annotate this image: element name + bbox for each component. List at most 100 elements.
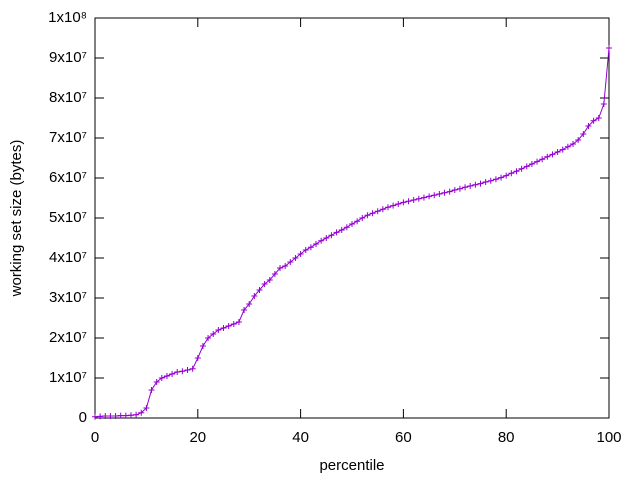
point-marker	[158, 375, 165, 381]
point-marker	[323, 235, 330, 241]
y-tick-label: 7x10⁷	[49, 129, 87, 146]
point-marker	[441, 189, 448, 196]
point-marker	[498, 174, 505, 181]
point-marker	[133, 411, 140, 418]
x-tick-label: 100	[596, 429, 621, 446]
point-marker	[97, 413, 104, 420]
point-marker	[354, 218, 361, 225]
point-marker	[462, 184, 469, 191]
point-marker	[230, 321, 237, 327]
point-marker	[431, 192, 438, 199]
y-tick-label: 6x10⁷	[49, 169, 87, 186]
point-marker	[102, 413, 109, 419]
point-marker	[410, 197, 417, 203]
point-marker	[215, 327, 222, 333]
point-marker	[564, 143, 571, 150]
point-marker	[446, 188, 453, 195]
point-marker	[570, 141, 577, 147]
point-marker	[271, 271, 278, 277]
y-tick-label: 5x10⁷	[49, 209, 87, 226]
point-marker	[169, 371, 176, 377]
point-marker	[518, 165, 525, 172]
point-marker	[143, 405, 150, 411]
point-marker	[205, 335, 212, 341]
point-marker	[420, 194, 427, 201]
point-marker	[374, 208, 381, 215]
point-marker	[307, 244, 314, 251]
point-marker	[287, 259, 294, 265]
point-marker	[477, 180, 484, 187]
point-marker	[554, 149, 561, 155]
point-marker	[390, 202, 397, 209]
point-marker	[179, 368, 186, 375]
point-marker	[379, 206, 386, 213]
point-marker	[349, 221, 355, 227]
point-marker	[595, 115, 602, 121]
y-tick-label: 9x10⁷	[49, 49, 87, 66]
point-marker	[559, 146, 566, 153]
point-marker	[122, 412, 129, 419]
point-marker	[575, 137, 582, 143]
x-tick-label: 80	[498, 429, 515, 446]
point-marker	[277, 265, 284, 271]
point-marker	[251, 293, 258, 299]
y-tick-label: 8x10⁷	[49, 89, 87, 106]
point-marker	[606, 45, 612, 51]
point-marker	[343, 224, 350, 231]
point-marker	[313, 241, 320, 247]
y-tick-label: 1x10⁸	[48, 9, 87, 26]
x-tick-label: 40	[292, 429, 309, 446]
point-marker	[549, 151, 556, 158]
point-marker	[174, 369, 181, 375]
point-marker	[163, 373, 170, 379]
point-marker	[194, 355, 201, 361]
point-marker	[359, 215, 366, 221]
y-tick-label: 0	[79, 409, 87, 426]
point-marker	[364, 212, 371, 219]
point-marker	[235, 319, 242, 325]
point-marker	[513, 168, 520, 175]
point-marker	[456, 185, 463, 192]
point-marker	[266, 277, 273, 283]
point-marker	[107, 413, 114, 419]
x-tick-label: 0	[91, 429, 99, 446]
point-marker	[318, 237, 325, 244]
point-marker	[92, 413, 98, 420]
point-marker	[225, 323, 232, 329]
point-marker	[539, 156, 546, 163]
point-marker	[508, 170, 515, 177]
point-marker	[138, 409, 145, 416]
point-marker	[210, 331, 217, 337]
point-marker	[415, 195, 422, 202]
point-marker	[282, 263, 289, 269]
point-marker	[472, 181, 479, 188]
point-marker	[451, 187, 458, 193]
plot-frame	[94, 17, 610, 419]
point-marker	[534, 158, 541, 165]
point-marker	[338, 227, 345, 233]
point-marker	[189, 365, 196, 372]
y-axis-label: working set size (bytes)	[8, 140, 25, 298]
point-marker	[590, 117, 597, 124]
x-tick-label: 20	[189, 429, 206, 446]
point-marker	[492, 176, 499, 183]
point-marker	[600, 101, 607, 107]
point-marker	[328, 232, 335, 239]
point-marker	[127, 412, 134, 419]
point-marker	[585, 123, 592, 129]
y-tick-label: 1x10⁷	[49, 369, 87, 386]
point-marker	[333, 229, 340, 236]
point-marker	[297, 251, 304, 257]
point-marker	[436, 191, 443, 197]
point-marker	[503, 172, 510, 179]
point-marker	[148, 387, 155, 393]
point-marker	[487, 177, 494, 184]
point-marker	[405, 198, 412, 205]
point-marker	[467, 183, 474, 189]
point-marker	[302, 247, 309, 253]
point-marker	[199, 343, 206, 349]
point-marker	[384, 204, 391, 211]
point-marker	[528, 161, 535, 167]
